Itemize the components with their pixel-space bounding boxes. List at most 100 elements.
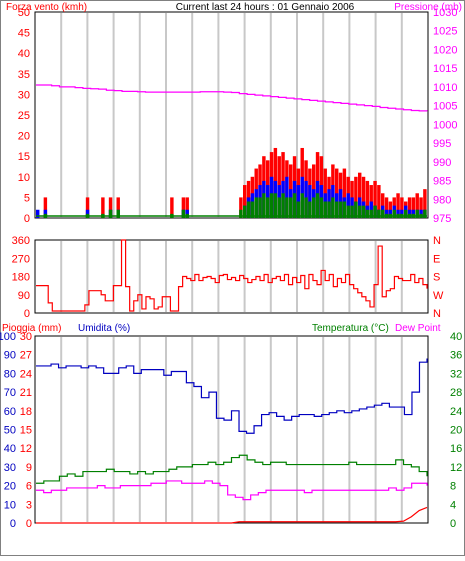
wind-speed-bar: [411, 197, 416, 218]
wind-avg-bar: [281, 193, 285, 218]
wind-tick-label: 20: [18, 131, 30, 143]
pressure-tick-label: 975: [433, 213, 451, 225]
temperature-tick-label: 12: [450, 462, 462, 474]
wind-avg-bar: [346, 205, 350, 218]
compass-label: N: [433, 308, 441, 320]
pressure-tick-label: 1005: [433, 101, 457, 113]
wind-speed-bar: [415, 193, 419, 218]
compass-label: N: [433, 235, 441, 247]
pressure-line: [36, 84, 428, 112]
rain-tick-label: 0: [26, 518, 32, 530]
humidity-tick-label: 100: [0, 331, 16, 343]
wind-avg-bar: [315, 193, 320, 218]
wind-speed-bar: [361, 176, 366, 218]
pressure-tick-label: 995: [433, 138, 451, 150]
direction-tick-label: 90: [18, 290, 30, 302]
temperature-line: [36, 454, 428, 484]
wind-tick-label: 10: [18, 172, 30, 184]
wind-gust-bar: [36, 209, 40, 218]
wind-speed-bar: [101, 197, 105, 218]
dew-point-axis-title: Dew Point: [395, 323, 441, 334]
humidity-tick-label: 90: [4, 350, 16, 362]
wind-tick-label: 40: [18, 48, 30, 60]
wind-avg-bar: [304, 197, 308, 218]
wind-speed-bar: [239, 197, 243, 218]
direction-tick-label: 360: [12, 235, 30, 247]
compass-label: E: [433, 253, 440, 265]
temperature-tick-label: 36: [450, 350, 462, 362]
wind-tick-label: 30: [18, 89, 30, 101]
humidity-tick-label: 70: [4, 387, 16, 399]
humidity-axis-title: Umidita (%): [78, 323, 130, 334]
wind-avg-bar: [254, 197, 258, 218]
wind-avg-bar: [296, 201, 301, 218]
wind-avg-bar: [300, 193, 304, 218]
pressure-tick-label: 990: [433, 157, 451, 169]
rain-tick-label: 30: [20, 331, 32, 343]
pressure-tick-label: 1000: [433, 119, 457, 131]
temperature-tick-label: 16: [450, 443, 462, 455]
plot-area: [34, 239, 429, 314]
wind-avg-bar: [338, 201, 343, 218]
pressure-tick-label: 1030: [433, 7, 457, 19]
wind-avg-bar: [262, 193, 266, 218]
wind-speed-bar: [396, 193, 400, 218]
rain-tick-label: 21: [20, 387, 32, 399]
wind-avg-bar: [365, 209, 370, 218]
wind-tick-label: 45: [18, 28, 30, 40]
wind-avg-bar: [381, 209, 385, 218]
wind-tick-label: 15: [18, 151, 30, 163]
wind-avg-bar: [239, 209, 243, 218]
wind-direction-line: [36, 239, 428, 312]
wind-speed-bar: [43, 197, 48, 218]
rain-tick-label: 9: [26, 462, 32, 474]
wind-avg-bar: [323, 201, 327, 218]
wind-avg-bar: [358, 205, 362, 218]
temperature-tick-label: 4: [450, 499, 456, 511]
pressure-axis-title: Pressione (mb): [394, 2, 462, 13]
pressure-tick-label: 980: [433, 194, 451, 206]
rain-tick-label: 15: [20, 425, 32, 437]
wind-speed-bar: [116, 197, 120, 218]
dew-point-line: [36, 480, 428, 501]
humidity-tick-label: 10: [4, 499, 16, 511]
wind-speed-bar: [369, 185, 373, 218]
wind-avg-bar: [285, 197, 289, 218]
wind-avg-bar: [361, 205, 366, 218]
wind-avg-bar: [308, 201, 312, 218]
wind-speed-bar: [419, 197, 423, 218]
wind-speed-bar: [181, 197, 186, 218]
humidity-line: [36, 358, 428, 434]
wind-avg-bar: [350, 205, 354, 218]
wind-gust-bar: [296, 185, 301, 218]
humidity-tick-label: 30: [4, 462, 16, 474]
wind-avg-bar: [331, 197, 335, 218]
rain-axis-title: Pioggia (mm): [2, 323, 61, 334]
humidity-tick-label: 0: [10, 518, 16, 530]
humidity-tick-label: 80: [4, 368, 16, 380]
wind-avg-bar: [266, 197, 270, 218]
wind-speed-bar: [243, 185, 247, 218]
wind-speed-bar: [354, 176, 358, 218]
wind-avg-bar: [250, 201, 255, 218]
wind-speed-bar: [342, 168, 347, 218]
wind-avg-bar: [377, 209, 381, 218]
humidity-tick-label: 40: [4, 443, 16, 455]
temperature-tick-label: 8: [450, 481, 456, 493]
temperature-tick-label: 28: [450, 387, 462, 399]
wind-avg-bar: [277, 197, 281, 218]
humidity-tick-label: 50: [4, 425, 16, 437]
humidity-tick-label: 20: [4, 481, 16, 493]
temperature-tick-label: 40: [450, 331, 462, 343]
wind-speed-bar: [400, 197, 404, 218]
wind-tick-label: 5: [24, 192, 30, 204]
temperature-tick-label: 24: [450, 406, 462, 418]
wind-avg-bar: [269, 193, 274, 218]
temperature-tick-label: 20: [450, 425, 462, 437]
direction-tick-label: 0: [24, 308, 30, 320]
compass-label: W: [433, 290, 444, 302]
wind-axis-title: Forza vento (kmh): [6, 2, 87, 13]
rain-tick-label: 12: [20, 443, 32, 455]
wind-tick-label: 0: [24, 213, 30, 225]
